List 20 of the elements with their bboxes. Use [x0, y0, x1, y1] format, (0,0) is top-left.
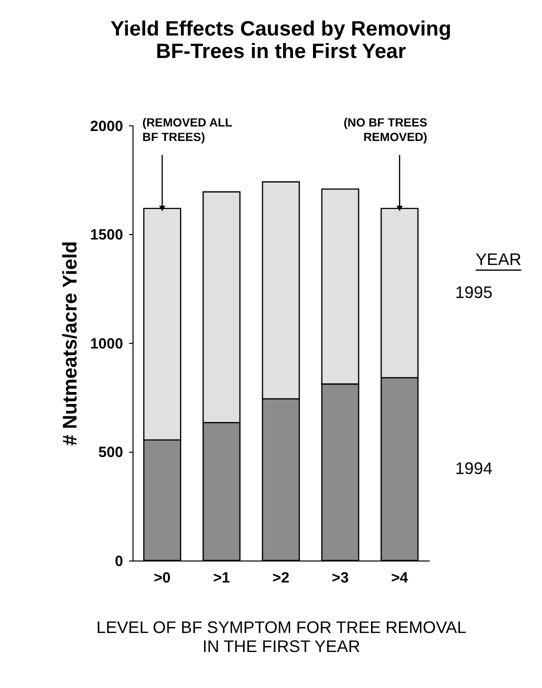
annotation: (NO BF TREES REMOVED) [344, 115, 428, 144]
x-tick-label: >0 [154, 570, 171, 587]
y-tick-label: 1500 [90, 228, 124, 244]
annotation: (REMOVED ALL BF TREES) [142, 115, 232, 144]
text: Yield Effects Caused by Removing [110, 17, 452, 40]
x-tick-label: >1 [213, 570, 230, 587]
y-axis-title: # Nutmeats/acre Yield [59, 241, 82, 446]
text: 1994 [455, 459, 492, 478]
text: LEVEL OF BF SYMPTOM FOR TREE REMOVAL [96, 618, 466, 638]
x-tick-label: >2 [272, 570, 290, 587]
y-tick-label: 1000 [90, 336, 124, 352]
legend-label: 1995 [455, 283, 492, 302]
text: BF-Trees in the First Year [156, 40, 406, 64]
legend-title: YEAR [476, 250, 522, 270]
y-tick-label: 500 [98, 445, 124, 462]
text: IN THE FIRST YEAR [202, 636, 360, 656]
x-tick-label: >3 [332, 570, 349, 587]
y-tick-label: 2000 [90, 118, 124, 135]
x-tick-label: >4 [391, 570, 409, 587]
y-tick-label: 0 [114, 554, 124, 570]
